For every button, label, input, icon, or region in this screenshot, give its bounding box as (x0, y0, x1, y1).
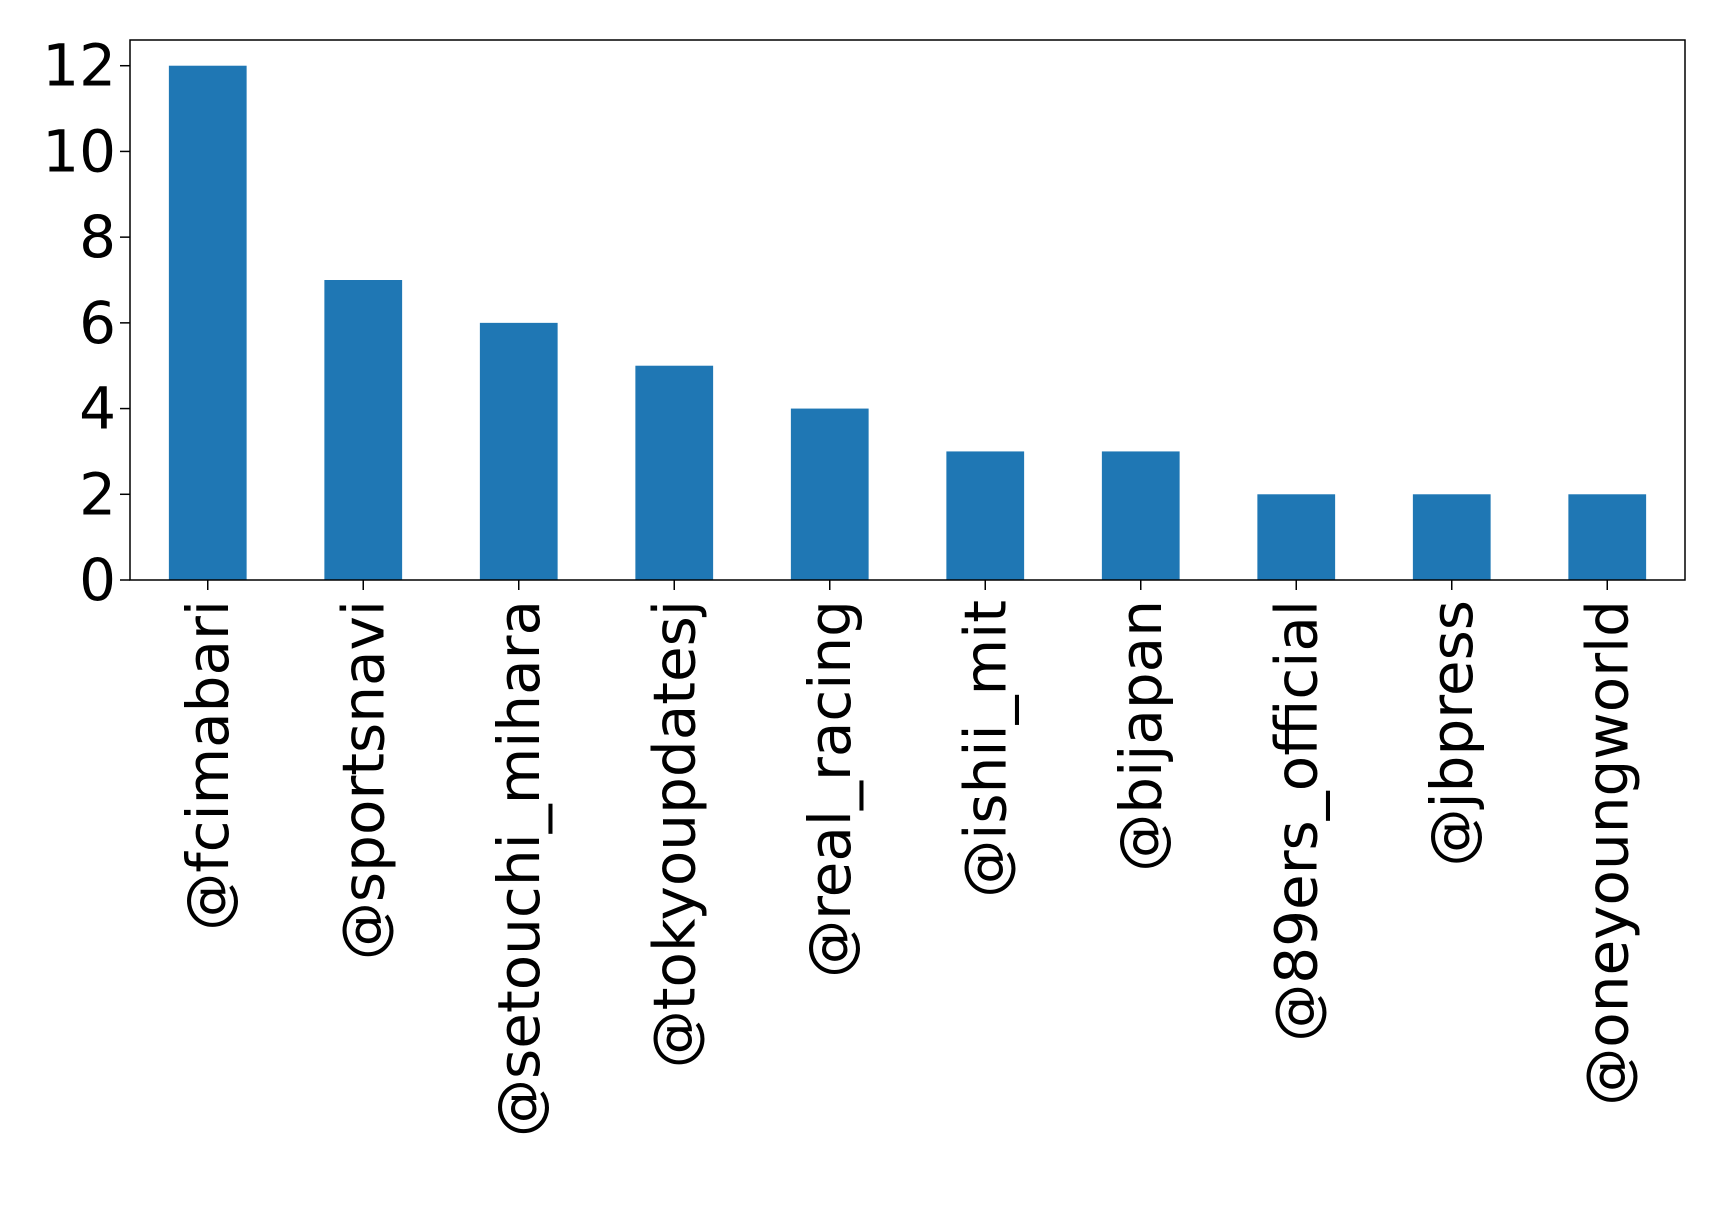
y-tick-label: 6 (79, 289, 116, 357)
bar-jbpress (1412, 494, 1491, 580)
y-tick-label: 0 (79, 546, 116, 614)
y-tick-label: 4 (79, 375, 116, 443)
plot-frame (129, 39, 1686, 581)
bar-sportsnavi (324, 280, 403, 580)
x-tick-label: @oneyoungworld (1573, 600, 1641, 1106)
bar-tokyoupdatesj (635, 365, 714, 580)
y-axis: 0 2 4 6 8 10 12 (42, 32, 130, 614)
bar-real-racing (790, 408, 869, 580)
bar-89ers-official (1257, 494, 1336, 580)
y-tick-label: 8 (79, 203, 116, 271)
x-axis: @fcimabari @sportsnavi @setouchi_mihara @to… (174, 580, 1641, 1137)
bar-ishii-mit (946, 451, 1025, 580)
x-tick-label: @bijapan (1107, 600, 1175, 872)
x-tick-label: @tokyoupdatesj (640, 600, 708, 1068)
x-tick-label: @89ers_official (1262, 600, 1330, 1042)
x-tick-label: @real_racing (796, 600, 864, 978)
x-tick-label: @setouchi_mihara (485, 600, 553, 1137)
x-tick-label: @jbpress (1418, 600, 1486, 866)
bar-bijapan (1101, 451, 1180, 580)
bar-setouchi-mihara (479, 322, 558, 580)
x-tick-label: @ishii_mit (951, 600, 1019, 898)
y-tick-label: 12 (42, 32, 116, 100)
bar-oneyoungworld (1568, 494, 1647, 580)
y-tick-label: 2 (79, 460, 116, 528)
x-tick-label: @sportsnavi (329, 600, 397, 960)
y-tick-label: 10 (42, 117, 116, 185)
x-tick-label: @fcimabari (174, 600, 242, 931)
bars-group (168, 65, 1647, 580)
bar-fcimabari (168, 65, 247, 580)
